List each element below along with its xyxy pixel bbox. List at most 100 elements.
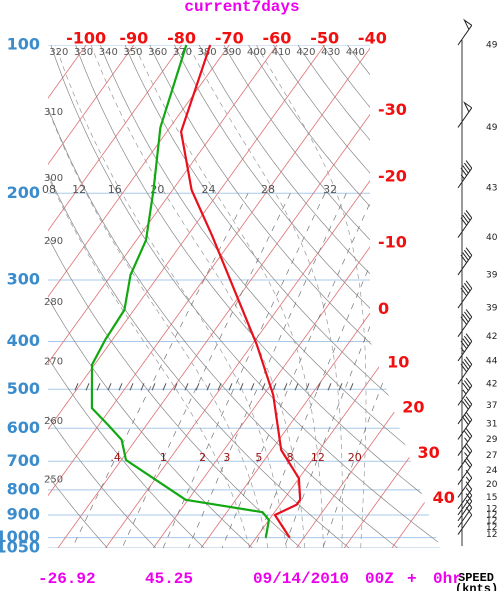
wind-barb <box>457 506 473 535</box>
wind-speed-label: 39 <box>486 270 498 280</box>
theta-label: 250 <box>44 475 63 486</box>
mixing-ratio-label: 8 <box>286 451 293 464</box>
hatch <box>239 383 244 391</box>
wind-speed-label: 24 <box>486 466 498 476</box>
wind-speed-label: 42 <box>486 332 497 342</box>
theta-label: 330 <box>74 47 93 58</box>
isotherm <box>48 45 211 548</box>
footer-field: 45.25 <box>145 570 193 588</box>
chart-title: current7days <box>184 0 299 16</box>
mixing-ratio-label: .4 <box>110 451 121 464</box>
wind-barb <box>457 396 473 425</box>
isotherm <box>343 45 440 548</box>
hatch <box>151 383 156 391</box>
wind-units: (knts) <box>455 582 498 591</box>
wind-barb <box>457 333 473 362</box>
hatch <box>228 383 233 391</box>
dry-adiabat <box>48 45 253 548</box>
isotherm-label: -10 <box>378 233 407 252</box>
hatch <box>283 383 288 391</box>
wind-speed-label: 37 <box>486 401 497 411</box>
isotherm <box>48 45 163 548</box>
mixing-ratio-label: 5 <box>255 451 262 464</box>
wind-barb <box>457 18 473 46</box>
dry-adiabat <box>174 45 440 548</box>
hatch <box>74 383 79 391</box>
wind-speed-label: 43 <box>486 183 497 193</box>
isotherm-label: -100 <box>66 29 106 48</box>
dry-adiabat <box>124 45 440 548</box>
hatch <box>338 383 343 391</box>
wind-speed-label: 12 <box>486 523 497 533</box>
isotherm <box>48 45 402 548</box>
theta-label: 390 <box>222 47 241 58</box>
moist-label: 08 <box>42 183 56 196</box>
moist-adiabat <box>48 45 250 548</box>
pressure-label: 400 <box>7 331 40 350</box>
hatch <box>327 383 332 391</box>
dry-adiabat <box>48 45 398 548</box>
dry-adiabat <box>48 45 205 548</box>
isotherm-label: 40 <box>433 488 455 507</box>
hatch <box>217 383 222 391</box>
theta-label: 420 <box>296 47 315 58</box>
mixing-ratio-label: 20 <box>348 451 362 464</box>
hatch <box>349 383 354 391</box>
dry-adiabat <box>48 45 156 548</box>
hatch <box>316 383 321 391</box>
wind-barb <box>457 209 473 238</box>
isotherm-label: -90 <box>119 29 148 48</box>
isotherm-label: 0 <box>378 299 389 318</box>
dry-adiabat <box>248 45 440 548</box>
hatch <box>272 383 277 391</box>
isotherm-label: -20 <box>378 166 407 185</box>
isotherm-label: 10 <box>387 352 409 371</box>
moist-label: 12 <box>72 183 86 196</box>
wind-barb <box>457 457 473 485</box>
wind-speed-label: 44 <box>486 356 498 366</box>
theta-label: 350 <box>123 47 142 58</box>
theta-label: 370 <box>173 47 192 58</box>
moist-adiabat <box>255 45 367 548</box>
theta-label: 290 <box>44 236 63 247</box>
wind-speed-label: 20 <box>486 480 498 490</box>
moist-label: 28 <box>261 183 275 196</box>
footer-field: + <box>407 570 417 588</box>
hatch <box>250 383 255 391</box>
wind-speed-label: 31 <box>486 419 497 429</box>
mixing-ratio-line <box>162 193 326 548</box>
pressure-label: 1000 <box>0 527 40 546</box>
isotherm-label: -80 <box>167 29 196 48</box>
theta-label: 340 <box>99 47 118 58</box>
theta-label: 300 <box>44 173 63 184</box>
moist-adiabat <box>188 45 343 548</box>
temperature-trace <box>180 44 302 539</box>
pressure-label: 600 <box>7 418 40 437</box>
hatch <box>206 383 211 391</box>
theta-label: 360 <box>148 47 167 58</box>
isotherm <box>48 45 307 548</box>
mixing-ratio-label: 12 <box>311 451 325 464</box>
isotherm-label: -40 <box>358 29 387 48</box>
hatch <box>261 383 266 391</box>
pressure-label: 900 <box>7 505 40 524</box>
theta-label: 400 <box>247 47 266 58</box>
footer-field: -26.92 <box>38 570 96 588</box>
theta-label: 410 <box>272 47 291 58</box>
mixing-ratio-line <box>121 193 291 548</box>
isotherm-label: -30 <box>378 100 407 119</box>
wind-barb <box>457 377 473 406</box>
theta-label: 310 <box>44 107 63 118</box>
mixing-ratio-label: 3 <box>223 451 230 464</box>
wind-speed-label: 49 <box>486 123 498 133</box>
wind-barb <box>457 280 473 309</box>
moist-label: 32 <box>323 183 337 196</box>
mixing-ratio-label: 1 <box>160 451 167 464</box>
pressure-label: 1050 <box>0 538 40 557</box>
isotherm <box>296 45 440 548</box>
dry-adiabat <box>48 45 302 548</box>
theta-label: 430 <box>321 47 340 58</box>
pressure-label: 100 <box>7 35 40 54</box>
